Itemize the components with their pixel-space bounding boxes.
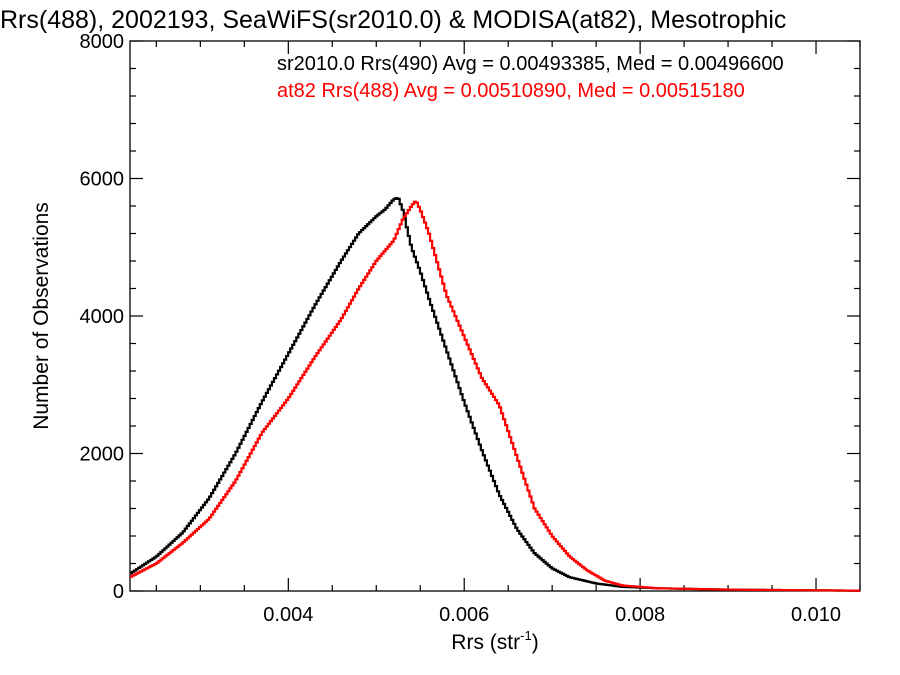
- y-tick-label: 8000: [80, 31, 125, 53]
- x-axis-label-close: ): [532, 631, 539, 654]
- x-axis: 0.004 0.006 0.008 0.010: [155, 41, 861, 626]
- x-tick-label: 0.008: [615, 604, 665, 626]
- x-axis-label-superscript: -1: [520, 628, 532, 643]
- y-tick-label: 4000: [80, 306, 125, 328]
- y-tick-label: 6000: [80, 169, 125, 191]
- plot-frame: [129, 40, 861, 592]
- legend-entry-2: at82 Rrs(488) Avg = 0.00510890, Med = 0.…: [277, 80, 745, 102]
- series-layer: [130, 197, 860, 592]
- y-tick-label: 0: [113, 581, 124, 603]
- y-tick-label: 2000: [80, 444, 125, 466]
- chart-title: Rrs(488), 2002193, SeaWiFS(sr2010.0) & M…: [0, 6, 786, 34]
- x-tick-label: 0.004: [263, 604, 313, 626]
- x-tick-label: 0.010: [791, 604, 841, 626]
- x-tick-label: 0.006: [439, 604, 489, 626]
- x-axis-label-main: Rrs (str: [451, 631, 520, 654]
- y-axis: 0 2000 4000 6000 8000: [80, 31, 860, 603]
- series-line-2: [130, 200, 860, 592]
- x-axis-label: Rrs (str-1): [451, 628, 538, 654]
- series-line-1: [130, 197, 860, 592]
- y-axis-label: Number of Observations: [30, 202, 53, 430]
- legend-entry-1: sr2010.0 Rrs(490) Avg = 0.00493385, Med …: [277, 53, 784, 75]
